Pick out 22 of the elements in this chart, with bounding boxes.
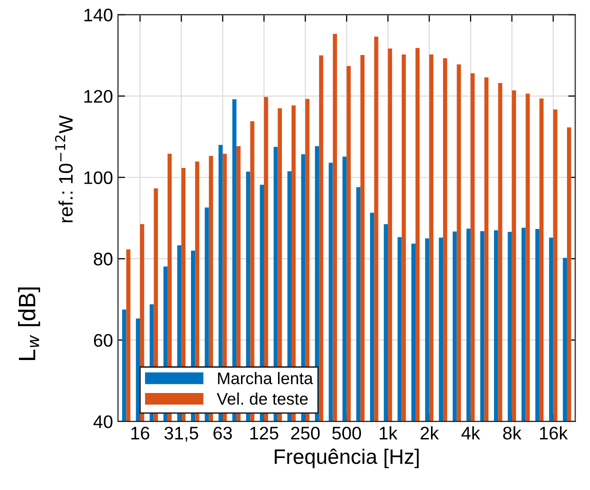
y-tick-label: 140 [84,8,112,22]
x-axis-title: Frequência [Hz] [274,448,419,468]
y-tick-label: 80 [94,252,112,266]
legend-label: Vel. de teste [216,392,308,405]
x-tick-label: 4k [461,426,480,440]
text: ref.: 10$^{−12}$W [55,115,73,222]
x-tick-label: 1k [380,426,398,440]
x-tick-label: 125 [250,426,278,440]
x-tick-label: 8k [503,426,522,440]
legend-label: Marcha lenta [218,372,314,384]
y-axis-title: L$_{w}$ [dB] [18,288,40,360]
y-tick-label: 60 [94,334,112,347]
y-tick-label: 120 [84,90,112,103]
x-tick-label: 500 [332,426,361,440]
x-tick-label: 16k [540,426,568,440]
y-tick-label: 40 [93,415,112,428]
x-tick-label: 63 [214,426,232,440]
x-tick-label: 2k [420,426,439,440]
x-tick-label: 250 [291,426,320,440]
y-tick-label: 100 [84,171,112,184]
x-tick-label: 31,5 [164,426,198,442]
x-tick-label: 16 [131,426,150,440]
